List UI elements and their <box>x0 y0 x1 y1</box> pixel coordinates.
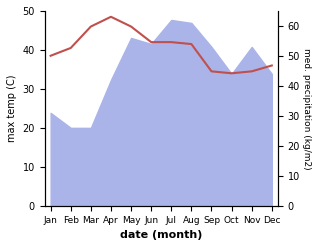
X-axis label: date (month): date (month) <box>120 230 203 240</box>
Y-axis label: max temp (C): max temp (C) <box>7 75 17 142</box>
Y-axis label: med. precipitation (kg/m2): med. precipitation (kg/m2) <box>302 48 311 169</box>
